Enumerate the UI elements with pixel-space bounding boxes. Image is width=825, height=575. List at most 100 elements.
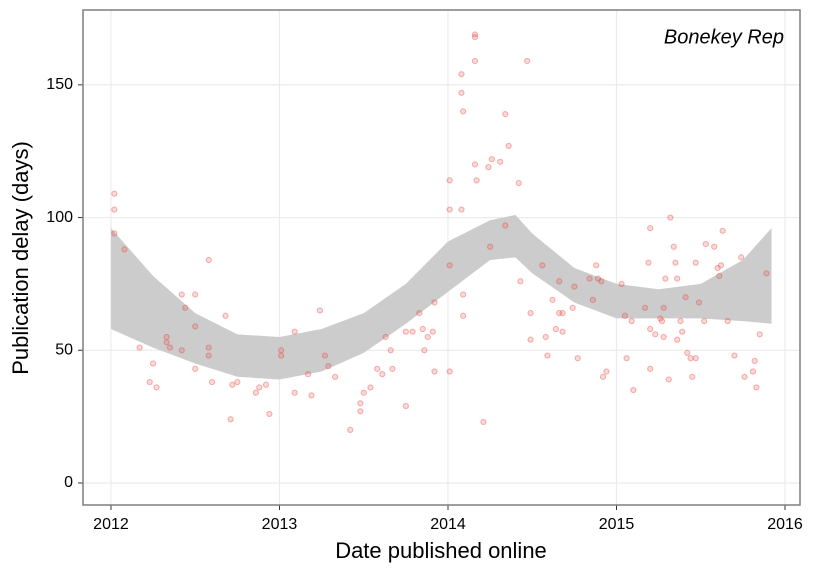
y-tick-label: 150: [46, 76, 73, 93]
point: [642, 304, 649, 311]
point: [485, 164, 492, 171]
x-tick-label: 2015: [599, 516, 635, 533]
point: [379, 371, 386, 378]
point: [149, 360, 157, 367]
point: [234, 379, 241, 386]
point: [677, 317, 684, 325]
point: [382, 333, 389, 341]
point: [684, 349, 691, 357]
point: [731, 352, 738, 359]
point: [544, 352, 551, 359]
point: [660, 304, 667, 311]
point: [208, 379, 216, 386]
point: [357, 408, 364, 415]
point: [527, 310, 534, 317]
point: [657, 315, 664, 322]
point: [146, 379, 153, 386]
point: [502, 222, 509, 229]
point: [702, 240, 709, 248]
point: [153, 384, 160, 391]
point: [325, 363, 332, 370]
point: [305, 371, 312, 378]
point: [205, 344, 212, 351]
x-tick-label: 2012: [93, 516, 129, 533]
point: [227, 416, 234, 423]
point: [460, 291, 467, 298]
point: [692, 259, 699, 266]
point: [374, 365, 381, 372]
point: [278, 347, 285, 354]
point: [497, 158, 504, 165]
point: [645, 259, 652, 266]
point: [347, 426, 354, 433]
point: [552, 325, 559, 333]
point: [471, 31, 479, 38]
point: [647, 225, 654, 232]
point: [458, 206, 465, 213]
point: [618, 280, 625, 288]
point: [229, 381, 236, 388]
point: [527, 336, 534, 343]
point: [111, 230, 118, 237]
panel-border: [82, 9, 801, 506]
point: [515, 179, 522, 187]
point: [559, 310, 566, 317]
point: [446, 368, 453, 375]
point: [429, 328, 436, 335]
point: [431, 299, 438, 306]
point: [687, 355, 694, 362]
point: [480, 418, 487, 426]
point: [658, 317, 666, 325]
point: [166, 344, 174, 351]
point: [458, 71, 465, 78]
point: [724, 317, 731, 325]
point: [621, 312, 629, 319]
point: [571, 283, 578, 290]
point: [569, 304, 576, 311]
point: [539, 262, 546, 269]
point: [357, 400, 364, 407]
point: [291, 389, 298, 396]
y-tick-label: 0: [64, 474, 73, 491]
point: [667, 214, 674, 221]
point: [549, 296, 556, 303]
point: [409, 328, 416, 335]
point: [421, 347, 428, 354]
point: [660, 333, 667, 341]
confidence-band: [110, 214, 772, 380]
point: [121, 246, 128, 253]
point: [291, 328, 298, 335]
point: [460, 108, 467, 115]
point: [321, 352, 329, 359]
point: [178, 347, 185, 354]
point: [586, 275, 593, 282]
x-tick-label: 2016: [767, 516, 803, 533]
point: [741, 373, 748, 380]
point: [556, 278, 563, 285]
point: [679, 328, 686, 335]
point: [360, 389, 367, 396]
point: [316, 307, 324, 314]
point: [701, 317, 708, 325]
point: [682, 294, 689, 301]
point: [446, 177, 453, 184]
point: [574, 355, 581, 362]
point: [711, 243, 718, 250]
point: [751, 357, 758, 364]
point: [471, 161, 479, 168]
point: [738, 254, 745, 261]
point: [487, 243, 494, 250]
point: [473, 177, 480, 184]
point: [367, 384, 374, 391]
point: [192, 365, 199, 372]
point: [278, 352, 285, 359]
point: [402, 328, 409, 335]
point: [717, 262, 725, 269]
point: [256, 384, 263, 391]
point: [205, 256, 212, 264]
point: [672, 259, 679, 266]
point: [689, 373, 696, 380]
point: [603, 368, 610, 375]
point: [431, 368, 438, 375]
